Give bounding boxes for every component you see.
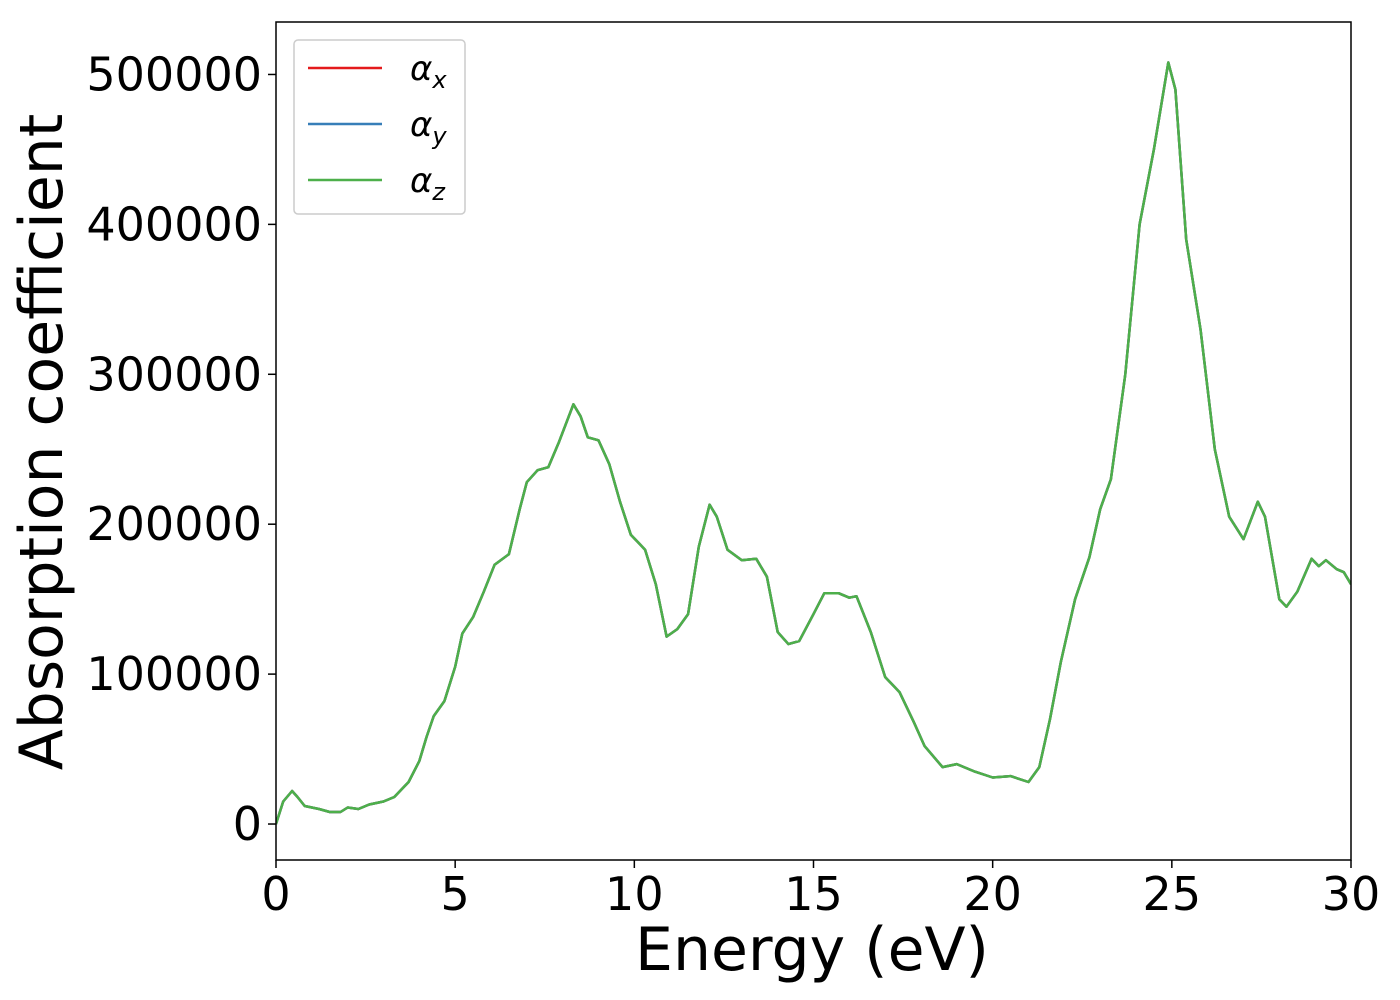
series-line <box>276 61 1351 825</box>
legend-box <box>293 39 466 215</box>
y-tick-label: 500000 <box>86 47 262 101</box>
legend-label: αy <box>410 105 447 150</box>
y-tick-label: 100000 <box>86 647 262 701</box>
y-axis-label: Absorption coefficient <box>7 114 77 771</box>
legend-label: αz <box>410 161 446 206</box>
y-tick-label: 400000 <box>86 197 262 251</box>
legend-label: αx <box>410 49 447 94</box>
x-tick-label: 30 <box>1322 867 1381 921</box>
x-tick-label: 20 <box>963 867 1022 921</box>
plot-frame <box>275 21 1352 861</box>
y-tick-label: 0 <box>233 797 262 851</box>
y-tick-label: 300000 <box>86 347 262 401</box>
x-tick-label: 15 <box>784 867 843 921</box>
x-tick-label: 0 <box>261 867 290 921</box>
x-tick-label: 10 <box>605 867 664 921</box>
y-tick-label: 200000 <box>86 497 262 551</box>
x-tick-label: 5 <box>441 867 470 921</box>
x-tick-label: 25 <box>1143 867 1202 921</box>
x-axis-label: Energy (eV) <box>635 915 989 985</box>
